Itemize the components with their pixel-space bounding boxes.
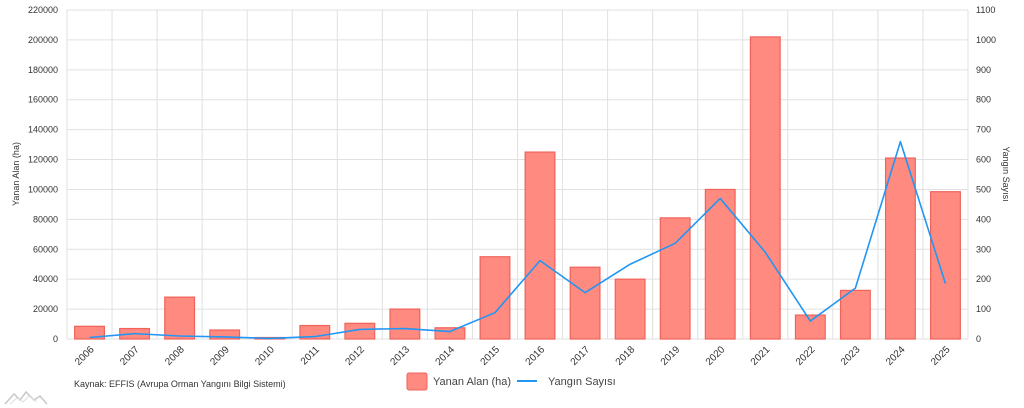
bar-2015 — [479, 256, 511, 340]
x-tick-label: 2025 — [929, 344, 953, 368]
x-tick-label: 2022 — [794, 344, 818, 368]
line-yangin-sayisi — [89, 140, 947, 340]
right-tick-label: 800 — [976, 95, 991, 105]
right-tick-label: 700 — [976, 125, 991, 135]
left-tick-label: 200000 — [28, 35, 58, 45]
right-tick-label: 500 — [976, 184, 991, 194]
bar-2009 — [209, 329, 241, 340]
bar-2006 — [74, 325, 105, 340]
x-tick-label: 2011 — [299, 344, 322, 367]
left-axis-ticks: 0 20000 40000 60000 80000 100000 120000 140000 1… — [28, 5, 58, 344]
bar-2021 — [749, 36, 781, 340]
bar-2017 — [569, 266, 601, 340]
bars — [74, 36, 961, 340]
x-tick-label: 2018 — [614, 344, 638, 368]
bar-2014 — [434, 327, 466, 340]
bar-2008 — [164, 296, 196, 340]
bar-2023 — [839, 289, 871, 340]
left-tick-label: 120000 — [28, 155, 58, 165]
x-axis-ticks: 2006 2007 2008 2009 2010 2011 2012 2013 2014 2015… — [73, 344, 953, 368]
x-tick-label: 2008 — [163, 344, 187, 368]
x-tick-label: 2021 — [749, 344, 773, 368]
x-tick-label: 2017 — [569, 344, 593, 368]
left-tick-label: 40000 — [33, 274, 58, 284]
line-series — [89, 140, 947, 340]
right-tick-label: 1100 — [976, 5, 995, 15]
mountain-logo-icon — [4, 390, 48, 405]
right-tick-label: 100 — [976, 304, 991, 314]
x-tick-label: 2014 — [434, 344, 458, 368]
left-tick-label: 140000 — [28, 125, 58, 135]
left-tick-label: 0 — [53, 334, 58, 344]
x-tick-label: 2013 — [388, 344, 412, 368]
legend-bar-label: Yanan Alan (ha) — [433, 376, 511, 388]
right-tick-label: 300 — [976, 244, 991, 254]
right-axis-ticks: 0 100 200 300 400 500 600 700 800 900 1000 1100 — [976, 5, 996, 344]
bar-2019 — [659, 217, 691, 340]
left-tick-label: 20000 — [33, 304, 58, 314]
right-tick-label: 900 — [976, 65, 991, 75]
legend: Yanan Alan (ha) Yangın Sayısı — [406, 372, 616, 391]
x-tick-label: 2010 — [253, 344, 277, 368]
left-axis-title: Yanan Alan (ha) — [11, 142, 21, 206]
x-tick-label: 2019 — [659, 344, 683, 368]
grid-lines — [66, 9, 969, 340]
x-tick-label: 2007 — [118, 344, 142, 368]
x-tick-label: 2009 — [208, 344, 232, 368]
x-tick-label: 2024 — [884, 344, 908, 368]
bar-2022 — [794, 314, 826, 340]
x-tick-label: 2020 — [704, 344, 728, 368]
legend-line-label: Yangın Sayısı — [548, 376, 616, 388]
x-tick-label: 2016 — [524, 344, 548, 368]
left-tick-label: 100000 — [28, 184, 58, 194]
left-tick-label: 60000 — [33, 244, 58, 254]
x-tick-label: 2015 — [479, 344, 503, 368]
left-tick-label: 80000 — [33, 214, 58, 224]
bar-2016 — [524, 151, 556, 340]
bar-2020 — [704, 188, 736, 340]
right-tick-label: 1000 — [976, 35, 996, 45]
right-tick-label: 0 — [976, 334, 981, 344]
left-tick-label: 220000 — [28, 5, 58, 15]
left-tick-label: 180000 — [28, 65, 58, 75]
left-tick-label: 160000 — [28, 95, 58, 105]
right-tick-label: 400 — [976, 214, 991, 224]
x-tick-label: 2006 — [73, 344, 97, 368]
right-axis-title: Yangın Sayısı — [1001, 146, 1011, 201]
source-note: Kaynak: EFFIS (Avrupa Orman Yangını Bilg… — [74, 379, 286, 389]
bar-2024 — [884, 157, 916, 340]
bar-2013 — [389, 308, 421, 340]
x-tick-label: 2023 — [839, 344, 863, 368]
x-tick-label: 2012 — [343, 344, 367, 368]
bar-2018 — [614, 278, 646, 340]
legend-bar-swatch — [406, 372, 428, 391]
bar-2025 — [930, 191, 961, 340]
right-tick-label: 600 — [976, 155, 991, 165]
right-tick-label: 200 — [976, 274, 991, 284]
